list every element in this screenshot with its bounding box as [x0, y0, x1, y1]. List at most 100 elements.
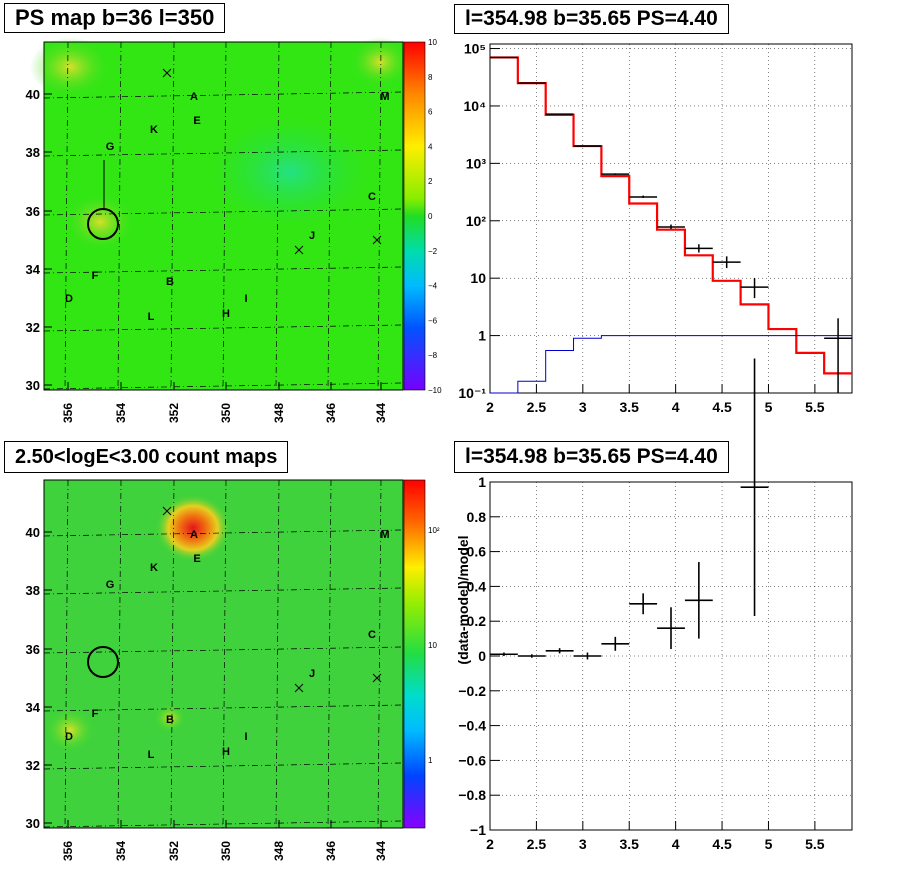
- map-y-tick-label: 34: [26, 700, 41, 715]
- ps-map-warm-region: [350, 37, 410, 87]
- source-label-g: G: [106, 579, 115, 591]
- source-label-b: B: [166, 714, 174, 726]
- plot-x-tick-label: 5.5: [805, 836, 825, 852]
- plot-y-tick-label: 0: [478, 648, 486, 664]
- map-grid-line-lon: [222, 41, 227, 391]
- source-label-m: M: [380, 529, 389, 541]
- plot-x-tick-label: 5: [765, 836, 773, 852]
- map-grid-line-lon: [327, 41, 332, 391]
- source-label-a: A: [190, 91, 198, 103]
- residual-y-axis-label: (data-model)/model: [455, 535, 471, 664]
- plot-y-tick-label: 10³: [466, 155, 487, 171]
- count-colorbar-tick-label: 1: [428, 756, 433, 765]
- map-x-tick-label: 354: [114, 841, 128, 861]
- count-map-title: 2.50<logE<3.00 count maps: [4, 441, 289, 473]
- map-grid-line-lon: [275, 479, 280, 829]
- count-map: 356 354 352 350 348 346 344 30 32 34 36 38 40 A B C D E F G…: [26, 479, 440, 861]
- ps-colorbar-tick-label: 8: [428, 73, 433, 82]
- target-circle: [87, 208, 119, 240]
- plot-y-tick-label: 0.4: [467, 578, 487, 594]
- plot-x-tick-label: 5: [765, 399, 773, 415]
- count-colorbar-tick-label: 10²: [428, 526, 440, 535]
- source-label-h: H: [222, 308, 230, 320]
- count-map-hotspot-a: [155, 494, 231, 562]
- plot-x-tick-label: 4: [672, 836, 680, 852]
- map-grid-line-lat: [43, 208, 404, 216]
- plot-frame: [489, 43, 853, 394]
- ps-colorbar-tick-label: 6: [428, 108, 433, 117]
- spectrum-plot: 2 2.5 3 3.5 4 4.5 5 5.5 10⁻¹ 1 10 10² 10³ 10⁴ 10⁵: [458, 41, 853, 415]
- plot-x-tick-label: 4: [672, 399, 680, 415]
- plot-y-tick-label: 1: [478, 328, 486, 344]
- map-frame: [43, 479, 404, 829]
- source-label-c: C: [368, 191, 376, 203]
- source-label-j: J: [309, 668, 315, 680]
- source-label-e: E: [193, 115, 200, 127]
- ps-colorbar-tick-label: 10: [428, 38, 437, 47]
- ps-colorbar-tick-label: 2: [428, 177, 433, 186]
- ps-map-low-region: [210, 117, 370, 227]
- source-label-h: H: [222, 746, 230, 758]
- map-grid-line-lon: [170, 479, 175, 829]
- map-y-tick-label: 36: [26, 204, 40, 219]
- plot-y-tick-label: −0.2: [458, 683, 486, 699]
- map-x-tick-label: 354: [114, 403, 128, 423]
- map-grid-line-lon: [222, 479, 227, 829]
- source-label-e: E: [193, 553, 200, 565]
- source-label-k: K: [150, 562, 158, 574]
- plot-y-tick-label: 0.8: [467, 509, 487, 525]
- plot-x-tick-label: 2.5: [527, 399, 547, 415]
- plot-x-tick-label: 4.5: [712, 399, 732, 415]
- map-grid-line-lat: [43, 529, 404, 537]
- map-x-tick-label: 356: [61, 403, 75, 423]
- ps-colorbar: [403, 41, 426, 391]
- map-y-tick-label: 38: [26, 145, 40, 160]
- ps-colorbar-tick-label: −2: [428, 247, 438, 256]
- source-label-m: M: [380, 91, 389, 103]
- residual-title: l=354.98 b=35.65 PS=4.40: [454, 441, 729, 473]
- plot-x-tick-label: 5.5: [805, 399, 825, 415]
- spectrum-title: l=354.98 b=35.65 PS=4.40: [454, 4, 729, 34]
- plot-x-tick-label: 4.5: [712, 836, 732, 852]
- map-y-tick-label: 38: [26, 583, 40, 598]
- source-label-i: I: [244, 731, 247, 743]
- map-x-tick-label: 346: [324, 841, 338, 861]
- plot-x-tick-label: 3.5: [619, 836, 639, 852]
- count-colorbar-tick-label: 10: [428, 641, 437, 650]
- ps-map-warm-region: [30, 37, 110, 97]
- plot-y-tick-label: 10⁻¹: [458, 385, 486, 401]
- map-x-tick-label: 350: [219, 841, 233, 861]
- map-grid-line-lat: [43, 382, 404, 390]
- map-grid-line-lat: [43, 820, 404, 828]
- source-cross-marker: [294, 683, 304, 693]
- source-label-f: F: [92, 708, 99, 720]
- map-y-tick-label: 36: [26, 642, 40, 657]
- map-grid-line-lon: [377, 41, 382, 391]
- source-label-l: L: [148, 311, 155, 323]
- plot-x-tick-label: 2: [486, 836, 494, 852]
- plot-y-tick-label: −0.6: [458, 752, 486, 768]
- plot-y-tick-label: 0.2: [467, 613, 487, 629]
- model-source-histogram: [490, 335, 852, 394]
- map-frame: [43, 41, 404, 391]
- plot-y-tick-label: 10: [470, 270, 486, 286]
- map-grid-line-lon: [170, 41, 175, 391]
- source-cross-marker: [294, 245, 304, 255]
- map-grid-line-lat: [43, 646, 404, 654]
- plot-x-tick-label: 3: [579, 399, 587, 415]
- map-x-tick-label: 344: [374, 403, 388, 423]
- source-cross-marker: [372, 235, 382, 245]
- count-map-hotspot-b: [154, 704, 186, 732]
- plot-x-tick-label: 3: [579, 836, 587, 852]
- source-label-l: L: [148, 749, 155, 761]
- ps-colorbar-tick-label: −6: [428, 316, 438, 325]
- ps-map-warm-region: [65, 194, 135, 250]
- plot-y-tick-label: 10⁵: [464, 41, 486, 57]
- source-label-c: C: [368, 629, 376, 641]
- map-grid-line-lat: [43, 704, 404, 712]
- map-x-tick-label: 352: [167, 841, 181, 861]
- map-grid-line-lat: [43, 266, 404, 274]
- source-cross-marker: [162, 68, 172, 78]
- plot-y-tick-label: 1: [478, 474, 486, 490]
